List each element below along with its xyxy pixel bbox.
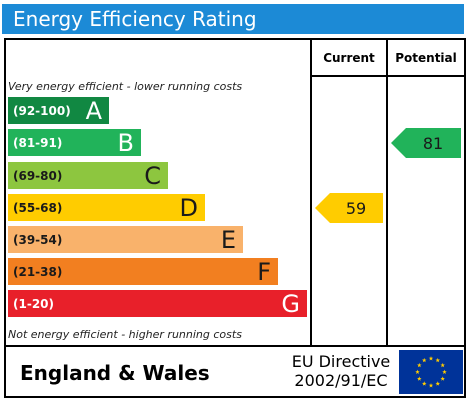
band-b: (81-91) B (8, 129, 141, 157)
eu-star-icon (421, 381, 427, 386)
band-a: (92-100) A (8, 97, 109, 125)
potential-rating-value: 81 (422, 134, 444, 153)
eu-directive: EU Directive 2002/91/EC (284, 352, 398, 390)
band-range-label: (92-100) (13, 104, 71, 118)
band-d: (55-68) D (8, 194, 205, 222)
current-column-divider (310, 38, 312, 347)
current-rating-marker: 59 (315, 193, 383, 223)
band-g: (1-20) G (8, 290, 307, 318)
current-column-header: Current (323, 51, 375, 65)
band-letter: E (220, 226, 236, 254)
band-letter: B (117, 129, 134, 157)
band-letter: C (144, 162, 161, 190)
top-caption: Very energy efficient - lower running co… (8, 80, 243, 93)
band-range-label: (1-20) (13, 297, 54, 311)
current-rating-value: 59 (345, 199, 367, 218)
potential-arrow-icon (391, 128, 461, 158)
eu-star-icon (435, 381, 441, 386)
eu-star-icon (440, 362, 445, 368)
footer: England & Wales EU Directive 2002/91/EC (4, 345, 466, 398)
band-range-label: (21-38) (13, 265, 63, 279)
potential-column-divider (386, 38, 388, 347)
band-letter: F (257, 258, 271, 286)
band-range-label: (39-54) (13, 233, 63, 247)
band-range-label: (55-68) (13, 201, 63, 215)
eu-star-icon (428, 356, 434, 361)
column-header-divider (310, 75, 466, 77)
band-letter: D (179, 194, 198, 222)
eu-star-icon (417, 362, 422, 368)
eu-star-icon (421, 357, 427, 363)
band-f: (21-38) F (8, 258, 278, 286)
eu-star-icon (435, 357, 441, 363)
potential-rating-marker: 81 (391, 128, 461, 158)
band-letter: A (85, 97, 102, 125)
eu-directive-line1: EU Directive (291, 352, 391, 371)
bottom-caption: Not energy efficient - higher running co… (8, 328, 242, 341)
page-title: Energy Efficiency Rating (2, 4, 464, 34)
eu-star-icon (428, 383, 434, 388)
band-letter: G (281, 290, 300, 318)
eu-star-icon (415, 369, 420, 374)
potential-column-header: Potential (395, 51, 457, 65)
band-range-label: (69-80) (13, 169, 63, 183)
eu-star-icon (442, 369, 447, 374)
band-range-label: (81-91) (13, 136, 63, 150)
band-e: (39-54) E (8, 226, 243, 254)
eu-star-icon (440, 376, 445, 381)
eu-flag-icon (399, 350, 463, 394)
eu-star-icon (417, 376, 422, 381)
eu-directive-line2: 2002/91/EC (294, 371, 388, 390)
country-label: England & Wales (20, 361, 210, 385)
current-arrow-icon (315, 193, 383, 223)
band-c: (69-80) C (8, 162, 168, 190)
